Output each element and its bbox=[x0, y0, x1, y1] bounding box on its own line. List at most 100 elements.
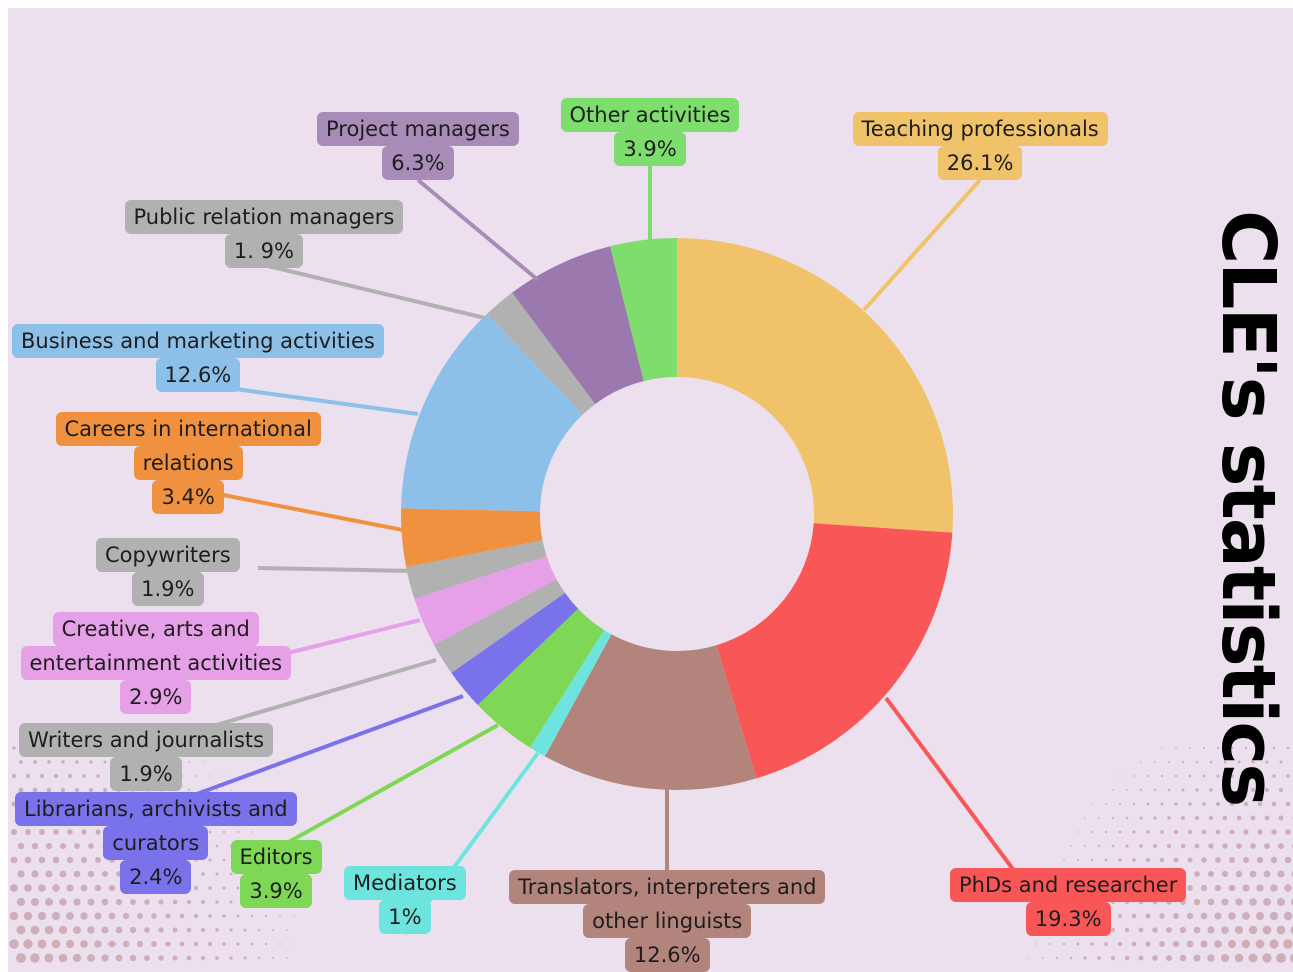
decorative-dot bbox=[61, 760, 65, 764]
decorative-dot bbox=[179, 913, 185, 919]
decorative-dot bbox=[1174, 802, 1178, 806]
decorative-dot bbox=[215, 844, 219, 848]
decorative-dot bbox=[1248, 925, 1258, 935]
decorative-dot bbox=[1230, 746, 1234, 750]
slice-value-label: 12.6% bbox=[155, 358, 241, 392]
decorative-dot bbox=[1235, 898, 1243, 906]
decorative-dot bbox=[1154, 761, 1156, 763]
slice-business-and-marketing-activities bbox=[401, 313, 583, 512]
decorative-dot bbox=[66, 856, 74, 864]
decorative-dot bbox=[208, 886, 212, 890]
decorative-dot bbox=[1241, 939, 1251, 949]
leader-line-project-managers bbox=[416, 178, 540, 282]
decorative-dot bbox=[87, 870, 95, 878]
decorative-dot bbox=[31, 842, 39, 850]
decorative-dot bbox=[25, 829, 31, 835]
decorative-dot bbox=[1242, 912, 1250, 920]
decorative-dot bbox=[1139, 816, 1143, 820]
decorative-dot bbox=[257, 928, 261, 932]
decorative-dot bbox=[243, 928, 247, 932]
decorative-dot bbox=[1145, 857, 1151, 863]
decorative-dot bbox=[1269, 939, 1279, 949]
decorative-dot bbox=[1283, 939, 1293, 949]
decorative-dot bbox=[1271, 829, 1277, 835]
decorative-dot bbox=[222, 942, 226, 946]
slice-category-label: Librarians, archivists and bbox=[15, 792, 297, 826]
decorative-dot bbox=[53, 773, 59, 779]
decorative-dot bbox=[208, 914, 212, 918]
decorative-dot bbox=[1221, 898, 1229, 906]
decorative-dot bbox=[30, 897, 40, 907]
decorative-dot bbox=[151, 913, 157, 919]
decorative-dot bbox=[136, 940, 144, 948]
decorative-dot bbox=[1145, 913, 1151, 919]
decorative-dot bbox=[1124, 955, 1130, 961]
decorative-dot bbox=[1290, 953, 1293, 963]
decorative-dot bbox=[172, 955, 178, 961]
decorative-dot bbox=[165, 941, 171, 947]
decorative-dot bbox=[1222, 843, 1228, 849]
decorative-dot bbox=[1243, 801, 1249, 807]
decorative-dot bbox=[11, 829, 17, 835]
decorative-dot bbox=[1249, 870, 1257, 878]
decorative-dot bbox=[1112, 789, 1114, 791]
decorative-dot bbox=[1209, 760, 1213, 764]
decorative-dot bbox=[101, 898, 109, 906]
leader-line-editors bbox=[277, 723, 499, 850]
decorative-dot bbox=[200, 955, 206, 961]
decorative-dot bbox=[264, 914, 268, 918]
chart-title: CLE's statistics bbox=[1205, 210, 1291, 806]
decorative-dot bbox=[1181, 760, 1185, 764]
decorative-dot bbox=[1160, 802, 1164, 806]
decorative-dot bbox=[257, 956, 261, 960]
decorative-dot bbox=[1126, 789, 1128, 791]
slice-category-label: Copywriters bbox=[96, 538, 240, 572]
decorative-dot bbox=[1201, 857, 1207, 863]
slice-value-label: 6.3% bbox=[382, 146, 454, 180]
decorative-dot bbox=[1131, 941, 1137, 947]
decorative-dot bbox=[45, 842, 53, 850]
leader-arrow-translators-interpreters-and-other-linguists bbox=[656, 716, 678, 733]
decorative-dot bbox=[1118, 830, 1122, 834]
slice-category-label: Careers in international bbox=[55, 412, 321, 446]
decorative-dot bbox=[237, 831, 239, 833]
decorative-dot bbox=[223, 775, 225, 777]
decorative-dot bbox=[1174, 774, 1178, 778]
decorative-dot bbox=[1202, 774, 1206, 778]
decorative-dot bbox=[1229, 857, 1235, 863]
decorative-dot bbox=[1248, 953, 1258, 963]
leader-arrow-other-activities bbox=[639, 291, 661, 308]
decorative-dot bbox=[222, 914, 226, 918]
decorative-dot bbox=[1159, 857, 1165, 863]
slice-category-label: other linguists bbox=[583, 904, 752, 938]
decorative-dot bbox=[1207, 954, 1215, 962]
decorative-dot bbox=[96, 774, 100, 778]
decorative-dot bbox=[30, 925, 40, 935]
decorative-dot bbox=[1055, 956, 1059, 960]
decorative-dot bbox=[1172, 940, 1180, 948]
decorative-dot bbox=[186, 927, 192, 933]
decorative-dot bbox=[1147, 775, 1149, 777]
decorative-dot bbox=[101, 870, 109, 878]
decorative-dot bbox=[45, 898, 53, 906]
decorative-dot bbox=[1214, 912, 1222, 920]
decorative-dot bbox=[108, 940, 116, 948]
decorative-dot bbox=[1091, 831, 1093, 833]
decorative-dot bbox=[172, 927, 178, 933]
decorative-dot bbox=[32, 787, 38, 793]
decorative-dot bbox=[1175, 747, 1177, 749]
slice-value-label: 3.9% bbox=[240, 874, 312, 908]
decorative-dot bbox=[1272, 774, 1276, 778]
decorative-dot bbox=[1272, 746, 1276, 750]
decorative-dot bbox=[1208, 871, 1214, 877]
decorative-dot bbox=[1276, 953, 1286, 963]
decorative-dot bbox=[24, 884, 32, 892]
decorative-dot bbox=[1138, 927, 1144, 933]
decorative-dot bbox=[1262, 925, 1272, 935]
decorative-dot bbox=[1258, 746, 1262, 750]
decorative-dot bbox=[80, 940, 88, 948]
decorative-dot bbox=[1215, 801, 1221, 807]
decorative-dot bbox=[73, 898, 81, 906]
decorative-dot bbox=[222, 886, 226, 890]
decorative-dot bbox=[51, 939, 61, 949]
